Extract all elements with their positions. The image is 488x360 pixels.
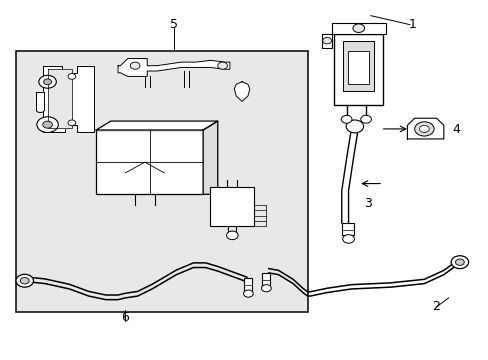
Bar — [262, 273, 270, 286]
Circle shape — [419, 125, 428, 132]
Circle shape — [455, 259, 463, 265]
Bar — [16, 51, 307, 312]
Bar — [331, 23, 385, 33]
Polygon shape — [322, 33, 331, 48]
Bar — [210, 187, 254, 226]
Polygon shape — [407, 118, 443, 139]
Circle shape — [360, 115, 371, 123]
Polygon shape — [234, 82, 249, 102]
Bar — [96, 130, 203, 194]
Circle shape — [226, 231, 238, 240]
Circle shape — [243, 290, 253, 297]
Text: 6: 6 — [121, 311, 129, 324]
Circle shape — [450, 256, 468, 269]
Circle shape — [352, 24, 364, 32]
Polygon shape — [118, 59, 229, 76]
Polygon shape — [36, 93, 44, 111]
Circle shape — [261, 285, 271, 292]
Text: 5: 5 — [170, 18, 178, 31]
Circle shape — [322, 37, 331, 44]
Circle shape — [68, 120, 76, 126]
Circle shape — [341, 115, 351, 123]
Circle shape — [130, 62, 140, 69]
Circle shape — [20, 278, 29, 284]
Circle shape — [37, 117, 58, 132]
Circle shape — [68, 73, 76, 79]
Bar — [347, 51, 369, 84]
Circle shape — [346, 120, 363, 133]
Polygon shape — [47, 69, 72, 128]
Circle shape — [16, 274, 33, 287]
Polygon shape — [203, 121, 217, 194]
Circle shape — [43, 79, 51, 85]
Circle shape — [217, 62, 227, 69]
Polygon shape — [96, 121, 217, 130]
Text: 3: 3 — [364, 197, 372, 210]
Text: 1: 1 — [407, 18, 415, 31]
Text: 4: 4 — [451, 123, 459, 136]
Bar — [244, 278, 252, 292]
Bar — [334, 33, 382, 105]
Bar — [343, 41, 373, 91]
Bar — [342, 223, 354, 235]
Text: 2: 2 — [432, 300, 440, 313]
Circle shape — [342, 235, 354, 243]
Circle shape — [39, 75, 56, 88]
Polygon shape — [42, 66, 94, 132]
Circle shape — [414, 122, 433, 136]
Circle shape — [42, 121, 52, 128]
